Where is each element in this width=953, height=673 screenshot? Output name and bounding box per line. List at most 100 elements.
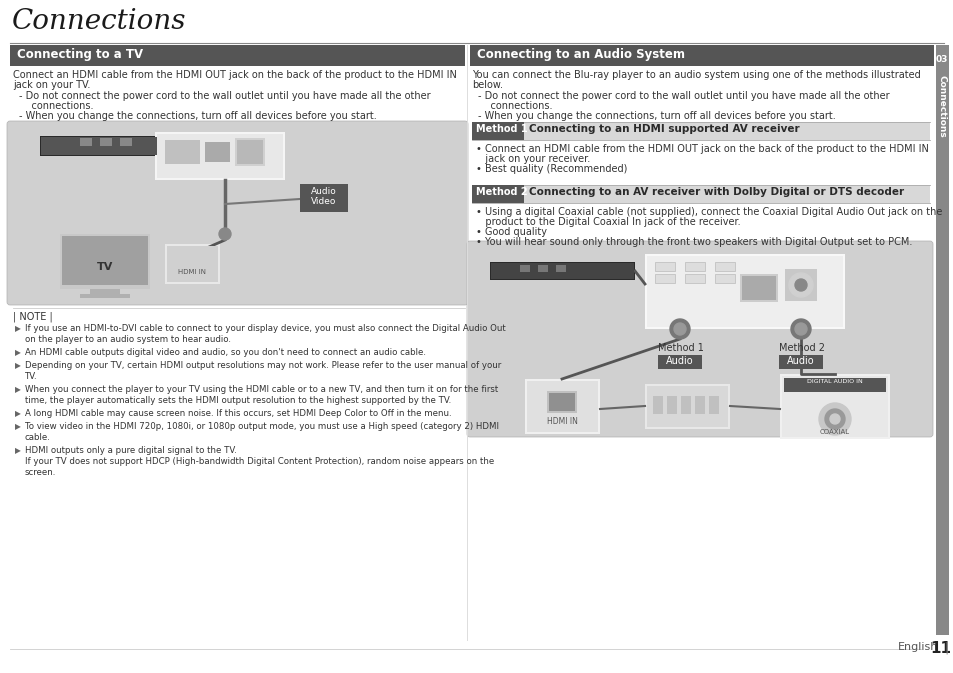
Text: | NOTE |: | NOTE |	[13, 312, 52, 322]
Text: To view video in the HDMI 720p, 1080i, or 1080p output mode, you must use a High: To view video in the HDMI 720p, 1080i, o…	[25, 422, 498, 442]
Text: connections.: connections.	[477, 101, 552, 111]
Circle shape	[829, 414, 840, 424]
Text: A long HDMI cable may cause screen noise. If this occurs, set HDMI Deep Color to: A long HDMI cable may cause screen noise…	[25, 409, 451, 418]
Bar	[684, 274, 704, 283]
Bar	[556, 265, 565, 272]
Bar	[781, 376, 887, 437]
Bar	[167, 246, 218, 282]
Bar	[80, 294, 130, 298]
Bar	[526, 381, 598, 432]
Circle shape	[824, 409, 844, 429]
Bar	[80, 138, 91, 146]
Text: Connecting to an AV receiver with Dolby Digital or DTS decoder: Connecting to an AV receiver with Dolby …	[529, 187, 903, 197]
FancyBboxPatch shape	[7, 121, 468, 305]
Bar	[165, 140, 200, 164]
Circle shape	[794, 323, 806, 335]
Bar	[40, 136, 214, 156]
Bar	[695, 396, 704, 414]
Text: ▶: ▶	[15, 446, 21, 455]
Text: • Best quality (Recommended): • Best quality (Recommended)	[476, 164, 627, 174]
Text: jack on your receiver.: jack on your receiver.	[476, 154, 590, 164]
Text: Connect an HDMI cable from the HDMI OUT jack on the back of the product to the H: Connect an HDMI cable from the HDMI OUT …	[13, 70, 456, 80]
Bar	[236, 140, 263, 164]
Bar	[100, 138, 112, 146]
Circle shape	[818, 403, 850, 435]
Text: If you use an HDMI-to-DVI cable to connect to your display device, you must also: If you use an HDMI-to-DVI cable to conne…	[25, 324, 505, 344]
Bar	[537, 265, 547, 272]
Text: An HDMI cable outputs digital video and audio, so you don't need to connect an a: An HDMI cable outputs digital video and …	[25, 348, 426, 357]
Text: English: English	[897, 642, 938, 652]
Bar	[779, 355, 822, 369]
Bar	[708, 396, 719, 414]
Text: You can connect the Blu-ray player to an audio system using one of the methods i: You can connect the Blu-ray player to an…	[472, 70, 920, 80]
Text: ▶: ▶	[15, 361, 21, 370]
Text: Method 2: Method 2	[476, 187, 527, 197]
Bar	[780, 374, 889, 439]
Text: DIGITAL AUDIO IN: DIGITAL AUDIO IN	[806, 379, 862, 384]
Text: ▶: ▶	[15, 409, 21, 418]
Bar	[783, 378, 885, 392]
Text: • Good quality: • Good quality	[476, 227, 546, 237]
Bar	[472, 122, 929, 140]
Bar	[714, 262, 734, 271]
FancyBboxPatch shape	[467, 241, 932, 437]
Text: Audio: Audio	[311, 187, 336, 196]
Circle shape	[788, 273, 812, 297]
Text: ▶: ▶	[15, 385, 21, 394]
Text: When you connect the player to your TV using the HDMI cable or to a new TV, and : When you connect the player to your TV u…	[25, 385, 497, 405]
Bar	[41, 137, 213, 155]
Text: • Connect an HDMI cable from the HDMI OUT jack on the back of the product to the: • Connect an HDMI cable from the HDMI OU…	[476, 144, 928, 154]
Text: Method 1: Method 1	[476, 124, 527, 134]
Bar	[470, 45, 933, 66]
Text: HDMI IN: HDMI IN	[178, 269, 206, 275]
Text: - When you change the connections, turn off all devices before you start.: - When you change the connections, turn …	[477, 111, 835, 121]
Bar	[157, 134, 283, 178]
Circle shape	[669, 319, 689, 339]
Bar	[234, 138, 265, 166]
Text: HDMI IN: HDMI IN	[546, 417, 577, 426]
Text: TV: TV	[96, 262, 113, 272]
Bar	[921, 639, 943, 654]
Text: product to the Digital Coaxial In jack of the receiver.: product to the Digital Coaxial In jack o…	[476, 217, 740, 227]
Bar	[490, 262, 635, 280]
Bar	[60, 234, 150, 289]
Bar	[299, 184, 348, 212]
Bar	[644, 384, 729, 429]
Text: ▶: ▶	[15, 348, 21, 357]
Circle shape	[794, 279, 806, 291]
Text: |: |	[943, 642, 947, 655]
Text: - Do not connect the power cord to the wall outlet until you have made all the o: - Do not connect the power cord to the w…	[477, 91, 889, 101]
Text: • You will hear sound only through the front two speakers with Digital Output se: • You will hear sound only through the f…	[476, 237, 911, 247]
Bar	[652, 396, 662, 414]
Bar	[658, 355, 701, 369]
Bar	[519, 265, 530, 272]
Bar	[472, 122, 523, 140]
Bar	[784, 269, 816, 301]
Text: HDMI outputs only a pure digital signal to the TV.
If your TV does not support H: HDMI outputs only a pure digital signal …	[25, 446, 494, 477]
Text: Method 1: Method 1	[658, 343, 703, 353]
Bar	[491, 263, 634, 279]
Bar	[548, 393, 575, 411]
Text: Connecting to an Audio System: Connecting to an Audio System	[476, 48, 684, 61]
Bar	[741, 276, 775, 300]
Text: below.: below.	[472, 80, 502, 90]
Bar	[655, 262, 675, 271]
Bar	[205, 142, 230, 162]
Bar	[90, 289, 120, 294]
Text: Connecting to a TV: Connecting to a TV	[17, 48, 143, 61]
Bar	[644, 254, 844, 329]
Bar	[154, 132, 285, 180]
Text: ▶: ▶	[15, 422, 21, 431]
Text: Method 2: Method 2	[779, 343, 824, 353]
Text: Connections: Connections	[937, 75, 945, 138]
Bar	[472, 185, 523, 203]
Text: • Using a digital Coaxial cable (not supplied), connect the Coaxial Digital Audi: • Using a digital Coaxial cable (not sup…	[476, 207, 942, 217]
Bar	[62, 236, 148, 285]
Text: Audio: Audio	[665, 356, 693, 366]
Text: Connections: Connections	[12, 8, 186, 35]
Bar	[684, 262, 704, 271]
Text: Depending on your TV, certain HDMI output resolutions may not work. Please refer: Depending on your TV, certain HDMI outpu…	[25, 361, 500, 381]
Text: Video: Video	[311, 197, 336, 206]
Bar	[165, 244, 220, 284]
Bar	[646, 386, 727, 427]
